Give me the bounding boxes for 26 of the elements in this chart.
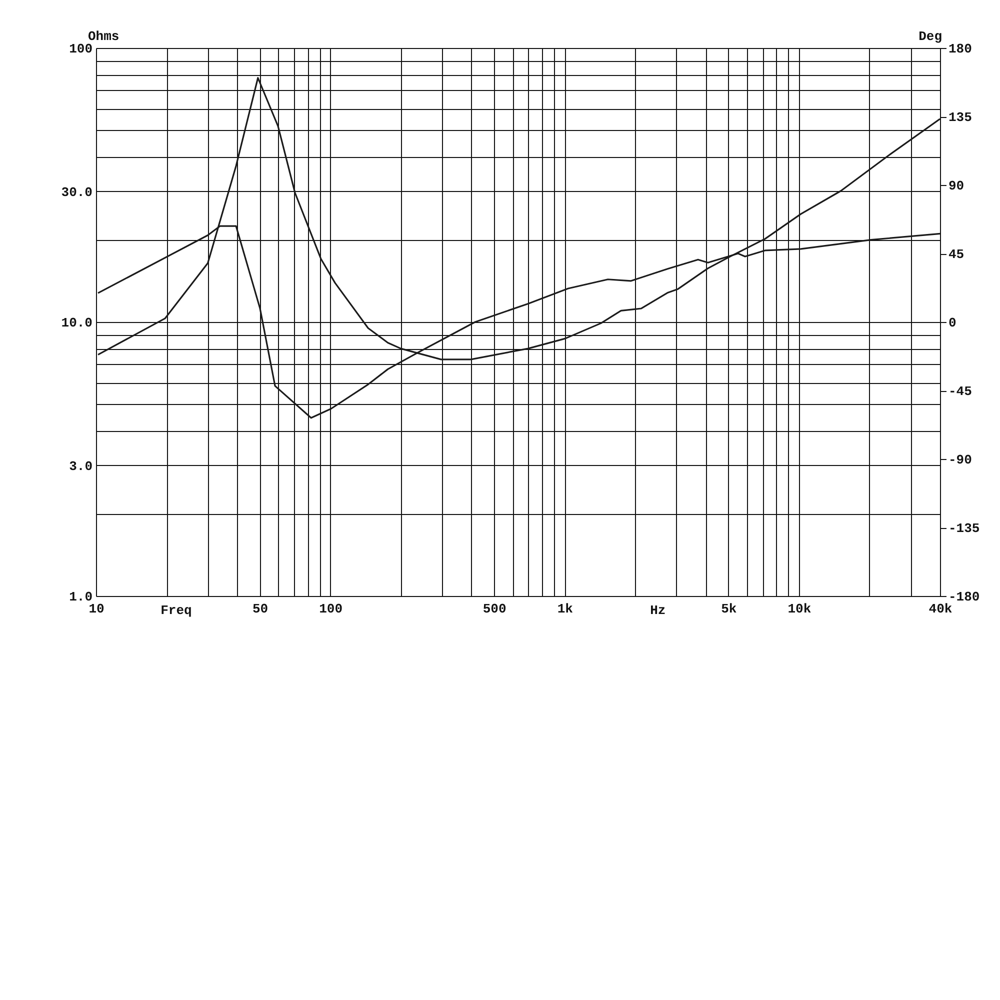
- y2-tick-label: 0: [948, 316, 956, 330]
- y2-tick-label: -135: [948, 521, 980, 536]
- y2-tick-label: -180: [948, 590, 980, 604]
- y-tick-label: 10.0: [61, 316, 93, 330]
- x-tick-label: 10: [88, 602, 104, 616]
- y2-tick-label: 90: [948, 178, 964, 194]
- y2-axis-title: Deg: [918, 29, 942, 44]
- x-tick-label: 1k: [557, 602, 574, 616]
- x-axis-title: Freq: [160, 603, 192, 618]
- text: Hz: [650, 603, 666, 618]
- x-tick-label: 40k: [928, 602, 952, 616]
- y-tick-label: 30.0: [61, 184, 93, 200]
- y2-tick-label: -90: [948, 452, 972, 468]
- y-axis-title: Ohms: [88, 29, 120, 44]
- y2-tick-label: 135: [948, 110, 972, 125]
- y-tick-label: 100: [69, 42, 93, 56]
- y2-tick-label: 180: [948, 42, 972, 56]
- x-tick-label: 100: [319, 602, 343, 616]
- x-tick-label: 10k: [788, 602, 812, 616]
- y2-tick-label: -45: [948, 384, 972, 399]
- y-tick-label: 3.0: [69, 458, 93, 474]
- x-tick-label: 50: [252, 602, 268, 616]
- y-tick-label: 1.0: [69, 590, 93, 604]
- x-tick-label: 5k: [721, 602, 737, 616]
- y2-tick-label: 45: [948, 247, 964, 262]
- x-tick-label: 500: [482, 602, 506, 616]
